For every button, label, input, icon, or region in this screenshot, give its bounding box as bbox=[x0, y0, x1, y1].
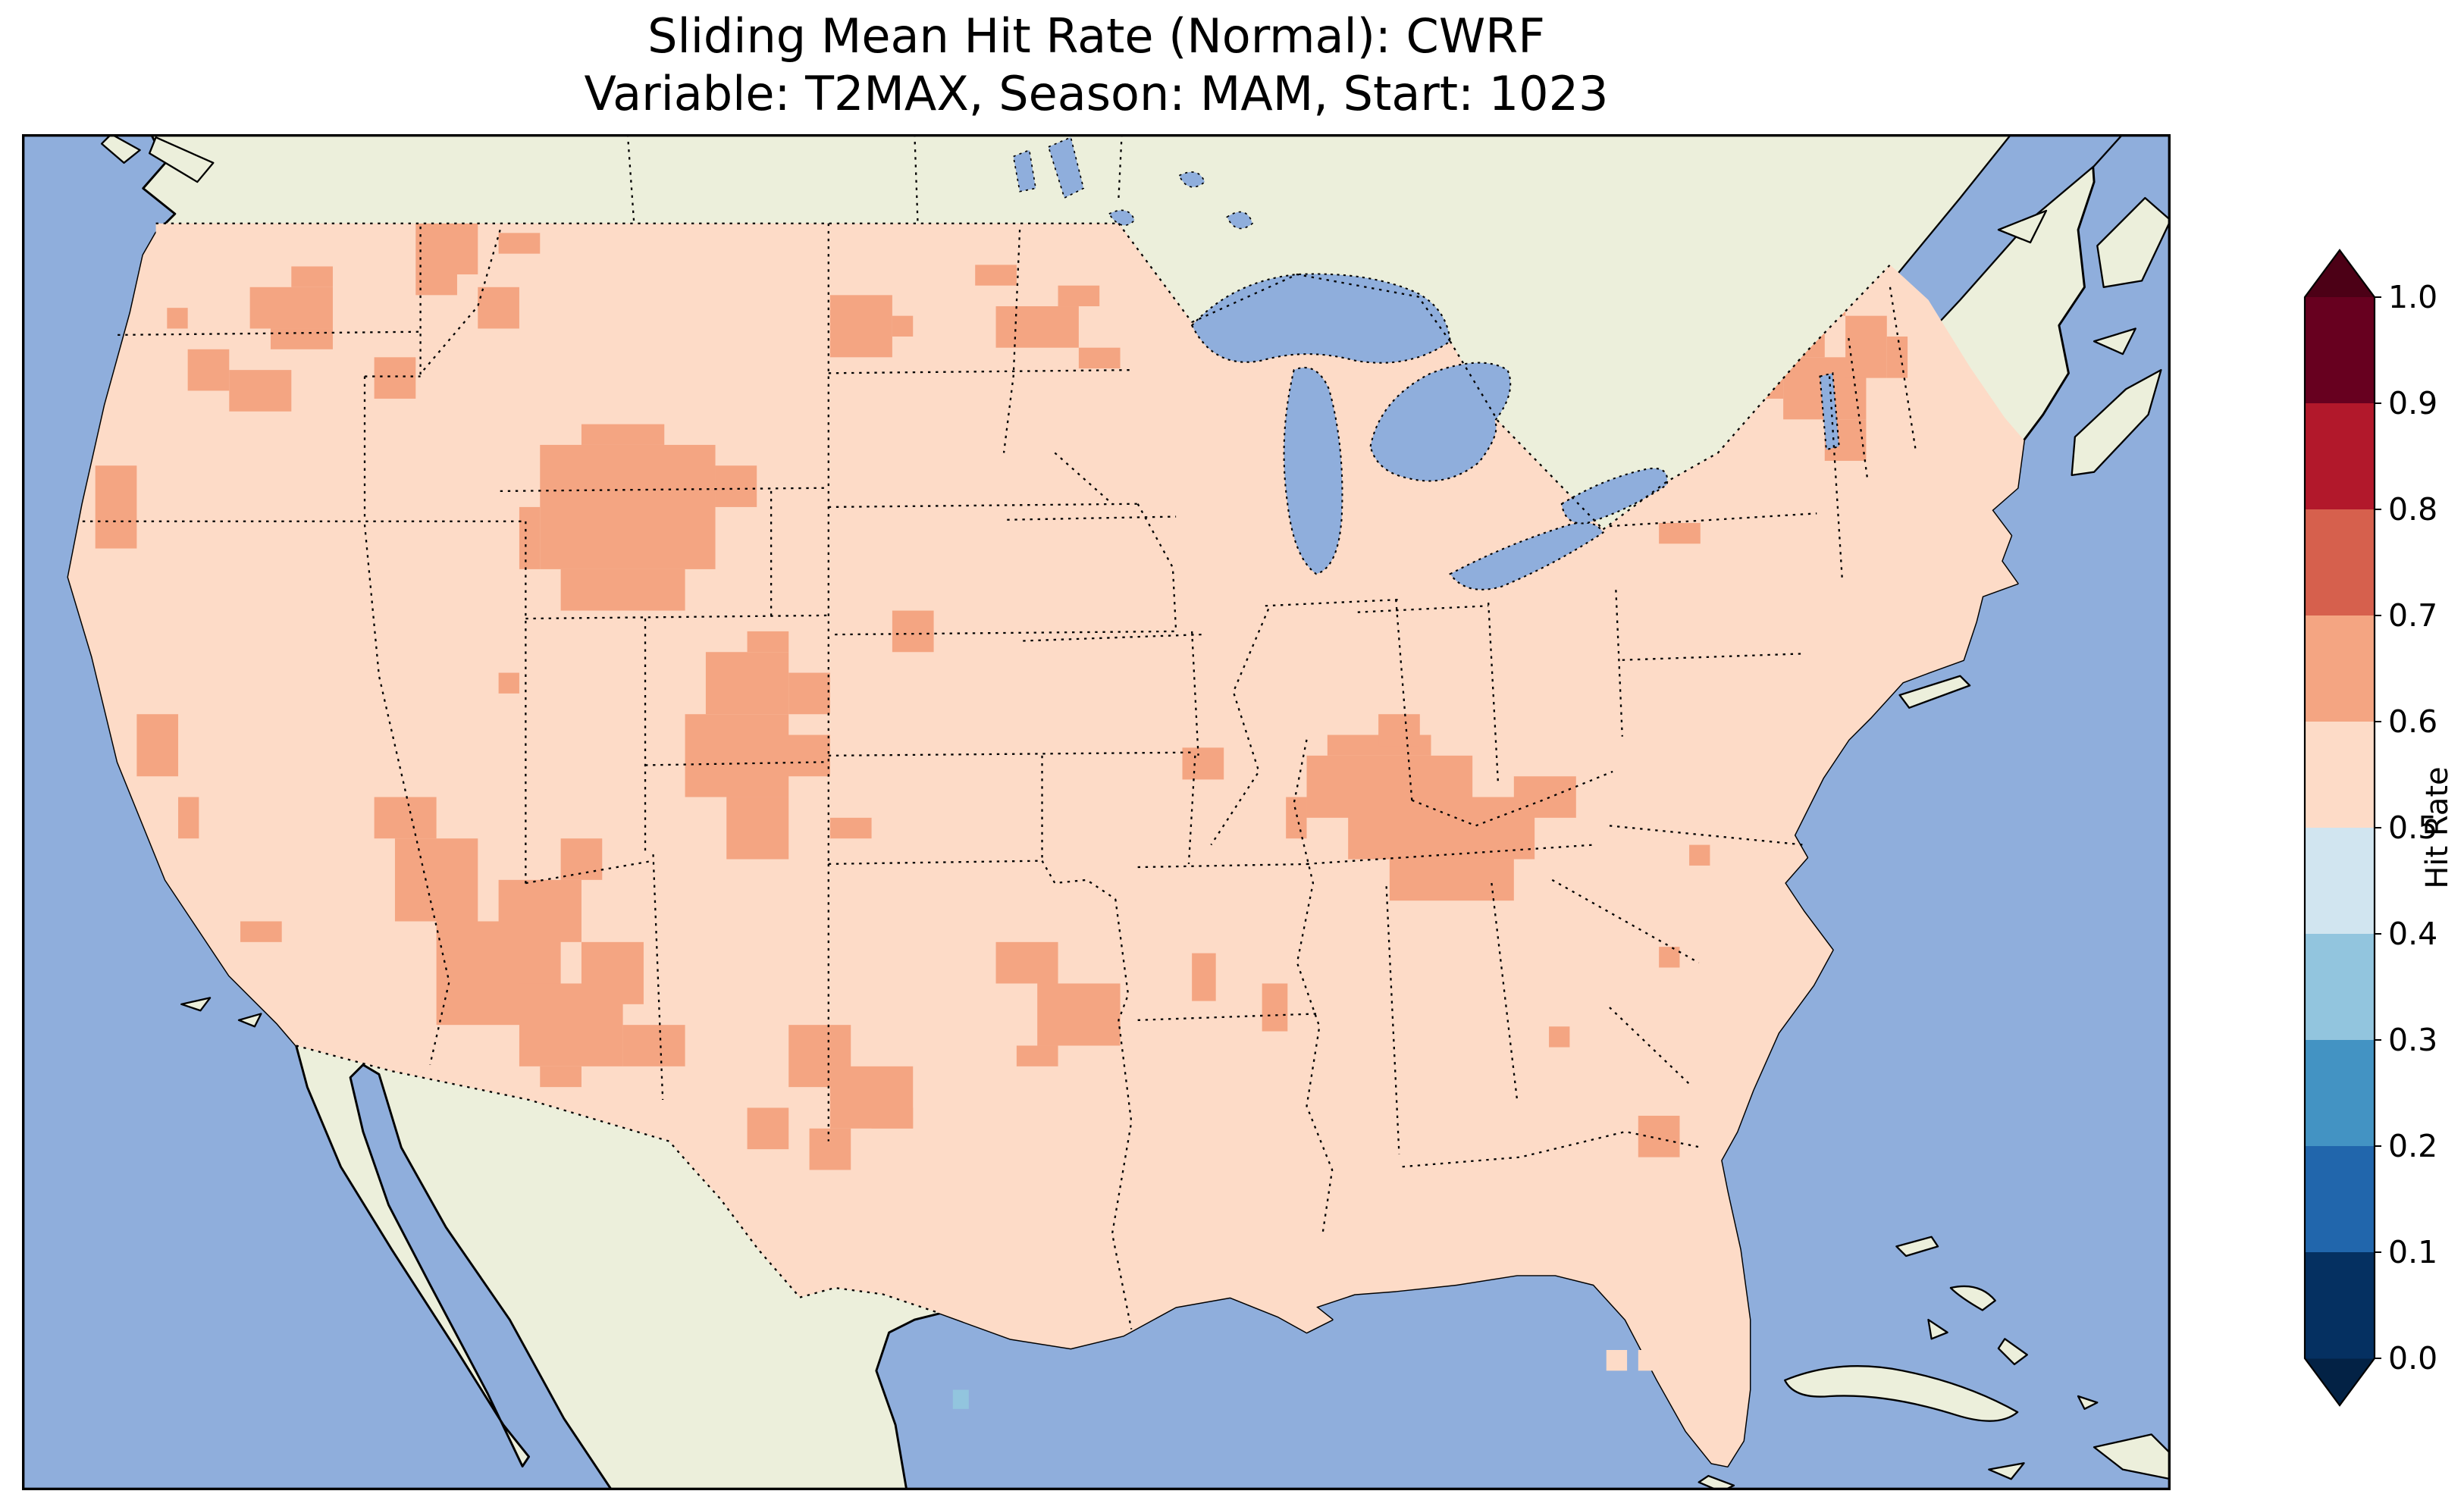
offshore-cells bbox=[952, 1350, 1660, 1409]
canada-lakes bbox=[1012, 136, 1254, 230]
colorbar-tick-label: 0.9 bbox=[2388, 385, 2437, 421]
colorbar: 1.0 0.9 0.8 0.7 0.6 0.5 0.4 0.3 0.2 0.1 0.0 Hit Rat… bbox=[2303, 249, 2455, 1407]
colorbar-tick-label: 0.8 bbox=[2388, 491, 2437, 528]
chart-title: Sliding Mean Hit Rate (Normal): CWRF Var… bbox=[22, 8, 2171, 123]
colorbar-tick-label: 0.3 bbox=[2388, 1022, 2437, 1058]
colorbar-tick-label: 0.4 bbox=[2388, 916, 2437, 952]
colorbar-extend-over bbox=[2305, 250, 2375, 297]
colorbar-tick-label: 0.5 bbox=[2388, 810, 2437, 846]
colorbar-tick-label: 0.0 bbox=[2388, 1340, 2437, 1377]
colorbar-tick-label: 0.1 bbox=[2388, 1234, 2437, 1270]
colorbar-bands bbox=[2305, 297, 2375, 1359]
state-borders bbox=[82, 134, 1917, 1330]
colorbar-tick-label: 0.7 bbox=[2388, 597, 2437, 634]
colorbar-tick-label: 0.2 bbox=[2388, 1128, 2437, 1164]
map-frame bbox=[22, 134, 2171, 1490]
colorbar-axis-label: Hit Rate bbox=[2420, 766, 2455, 888]
chart-title-line2: Variable: T2MAX, Season: MAM, Start: 102… bbox=[584, 66, 1609, 121]
us-hit-rate-map bbox=[22, 134, 2171, 1490]
great-lakes bbox=[1190, 273, 1840, 590]
colorbar-tick-label: 0.6 bbox=[2388, 703, 2437, 740]
hit-rate-high-cells bbox=[95, 223, 1908, 1170]
colorbar-tick-label: 1.0 bbox=[2388, 279, 2437, 315]
colorbar-ticks: 1.0 0.9 0.8 0.7 0.6 0.5 0.4 0.3 0.2 0.1 0.0 bbox=[2375, 279, 2437, 1377]
chart-title-line1: Sliding Mean Hit Rate (Normal): CWRF bbox=[647, 8, 1545, 64]
colorbar-extend-under bbox=[2305, 1358, 2375, 1405]
islands bbox=[100, 134, 2171, 1490]
